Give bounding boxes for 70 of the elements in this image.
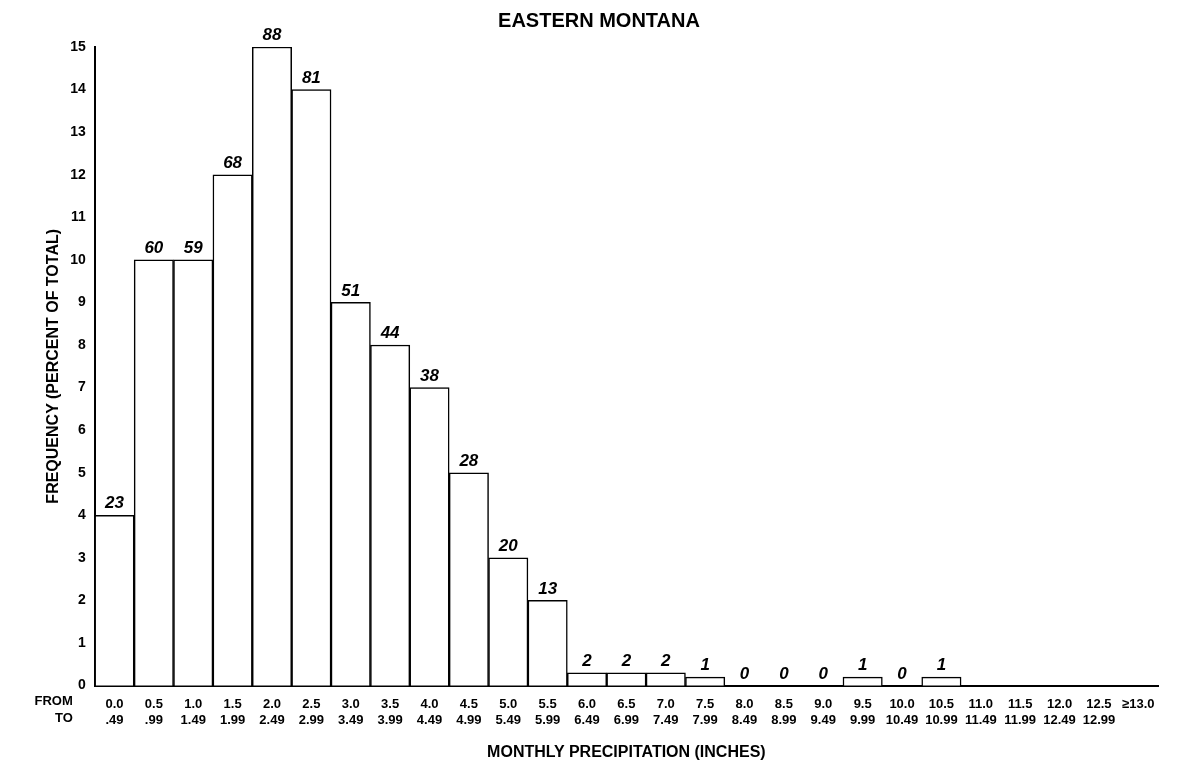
x-tick-label: 10.5 10.99 — [925, 695, 958, 727]
annotation: 38 — [420, 365, 440, 385]
x-tick-label: 12.0 12.49 — [1043, 695, 1076, 727]
x-tick-label: 12.5 12.99 — [1082, 695, 1116, 727]
y-tick-label: 13 — [70, 123, 86, 140]
annotation: 0 — [779, 663, 790, 683]
y-tick-label: 15 — [70, 37, 86, 54]
x-tick-label: 2.5 2.99 — [298, 695, 325, 727]
chart-title: EASTERN MONTANA — [498, 8, 700, 31]
annotation: 1 — [857, 655, 868, 675]
y-tick-label: 0 — [77, 676, 86, 693]
annotation: 60 — [144, 238, 164, 258]
annotation: 20 — [497, 536, 519, 556]
y-tick-label: 6 — [77, 421, 86, 438]
x-tick-label: 9.5 9.99 — [850, 695, 876, 727]
annotation: 28 — [458, 450, 479, 470]
y-axis-title: FREQUENCY (PERCENT OF TOTAL) — [44, 228, 62, 504]
x-tick-label: 11.5 11.99 — [1004, 695, 1037, 727]
annotation: 81 — [301, 67, 321, 87]
x-tick-label: 4.0 4.49 — [416, 695, 443, 727]
x-tick-label: 3.0 3.49 — [338, 695, 364, 727]
x-tick-label: 0.0 .49 — [105, 695, 124, 727]
x-tick-label: 3.5 3.99 — [377, 695, 403, 727]
annotation: 23 — [104, 493, 125, 513]
annotation: 0 — [897, 663, 908, 683]
x-axis-title: MONTHLY PRECIPITATION (INCHES) — [487, 742, 766, 760]
annotation: 2 — [581, 651, 593, 671]
y-tick-label: 2 — [77, 591, 86, 608]
annotation: 0 — [739, 663, 750, 683]
x-tick-label: ≥13.0 — [1122, 695, 1155, 711]
annotation: 59 — [183, 238, 204, 258]
y-tick-label: 11 — [70, 208, 86, 225]
y-tick-label: 3 — [77, 548, 86, 565]
y-tick-label: 7 — [77, 378, 86, 395]
x-tick-label: 11.0 11.49 — [964, 695, 997, 727]
y-tick-label: 12 — [70, 165, 86, 182]
y-tick-label: 4 — [77, 506, 86, 523]
annotation: 1 — [700, 655, 710, 675]
x-tick-label: 7.5 7.99 — [692, 695, 718, 727]
y-tick-label: 8 — [77, 335, 86, 352]
annotation: 68 — [223, 152, 243, 172]
x-tick-label: 8.0 8.49 — [731, 695, 758, 727]
x-tick-label: 7.0 7.49 — [653, 695, 679, 727]
annotation: 0 — [818, 663, 829, 683]
x-tick-label: 9.0 9.49 — [810, 695, 836, 727]
y-tick-label: 1 — [77, 633, 86, 650]
x-tick-label: 5.0 5.49 — [495, 695, 521, 727]
x-tick-label: 4.5 4.99 — [456, 695, 482, 727]
text: TO — [54, 710, 73, 726]
x-tick-label: 6.0 6.49 — [574, 695, 600, 727]
x-tick-label: 8.5 8.99 — [771, 695, 797, 727]
annotation: 1 — [936, 655, 947, 675]
annotation: 44 — [379, 323, 401, 343]
y-tick-label: 9 — [77, 293, 86, 310]
x-tick-label: 10.0 10.49 — [885, 695, 919, 727]
text: FROM — [34, 693, 73, 709]
y-tick-label: 5 — [77, 463, 86, 480]
x-tick-label: 0.5 .99 — [144, 695, 163, 727]
x-tick-label: 1.0 1.49 — [180, 695, 206, 727]
x-tick-label: 5.5 5.99 — [534, 695, 561, 727]
x-tick-label: 1.5 1.99 — [219, 695, 246, 727]
annotation: 88 — [262, 25, 282, 45]
x-tick-label: 2.0 2.49 — [259, 695, 285, 727]
annotation: 51 — [341, 280, 361, 300]
annotation: 2 — [620, 651, 632, 671]
y-tick-label: 14 — [70, 80, 86, 97]
x-tick-label: 6.5 6.99 — [613, 695, 640, 727]
y-tick-label: 10 — [70, 250, 86, 267]
annotation: 13 — [538, 578, 558, 598]
annotation: 2 — [660, 651, 672, 671]
